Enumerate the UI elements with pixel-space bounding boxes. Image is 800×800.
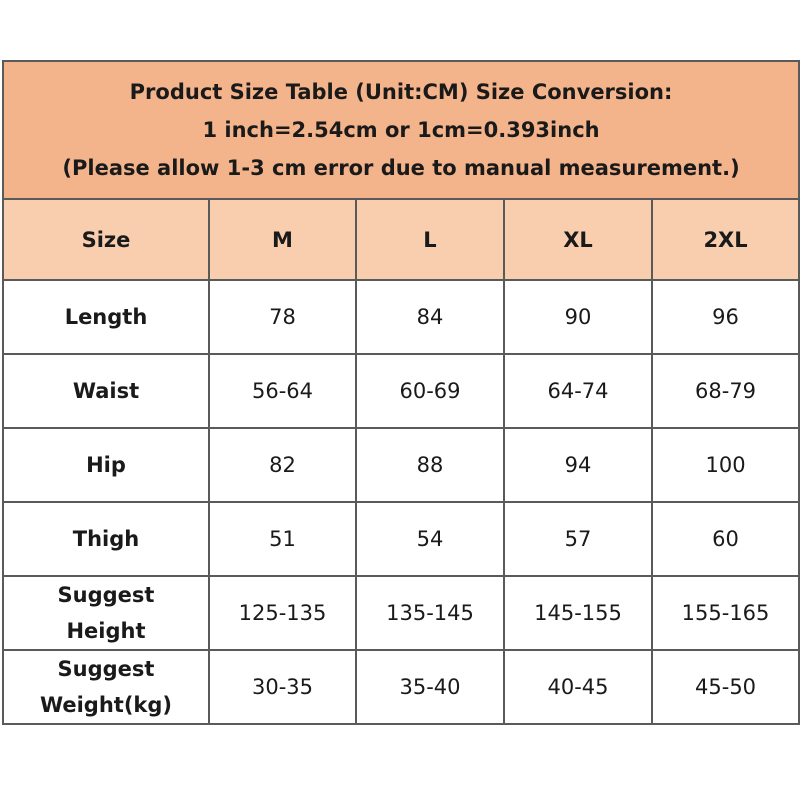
- column-header: Size: [2, 198, 210, 281]
- title-line: (Please allow 1-3 cm error due to manual…: [62, 156, 740, 180]
- value-cell: 155-165: [650, 575, 800, 651]
- value-cell: 96: [650, 279, 800, 355]
- row-label: Thigh: [72, 527, 140, 551]
- value-cell: 60: [650, 501, 800, 577]
- row-label-cell: Length: [2, 279, 210, 355]
- row-label-cell: Suggest Height: [2, 575, 210, 651]
- value-cell: 57: [503, 501, 653, 577]
- value-cell: 60-69: [355, 353, 505, 429]
- row-label: Suggest Height: [57, 583, 155, 643]
- row-label: Hip: [86, 453, 126, 477]
- size-table-container: Product Size Table (Unit:CM) Size Conver…: [1, 60, 800, 725]
- data-row: Suggest Weight(kg) 30-35 35-40 40-45 45-50: [2, 649, 800, 725]
- value-cell: 88: [355, 427, 505, 503]
- column-header: M: [208, 198, 357, 281]
- column-header: L: [355, 198, 505, 281]
- row-label-cell: Waist: [2, 353, 210, 429]
- value-cell: 45-50: [650, 649, 800, 725]
- row-label-cell: Suggest Weight(kg): [2, 649, 210, 725]
- value-cell: 82: [208, 427, 357, 503]
- table-body: Product Size Table (Unit:CM) Size Conver…: [1, 60, 800, 725]
- data-row: Suggest Height 125-135 135-145 145-155 155-1…: [2, 575, 800, 651]
- row-label-cell: Hip: [2, 427, 210, 503]
- row-label: Suggest Weight(kg): [39, 657, 173, 717]
- size-header-row: Size M L XL 2XL: [2, 198, 800, 281]
- value-cell: 68-79: [650, 353, 800, 429]
- value-cell: 40-45: [503, 649, 653, 725]
- value-cell: 125-135: [208, 575, 357, 651]
- title-line: Product Size Table (Unit:CM) Size Conver…: [129, 80, 673, 104]
- value-cell: 90: [503, 279, 653, 355]
- data-row: Length 78 84 90 96: [2, 279, 800, 355]
- value-cell: 30-35: [208, 649, 357, 725]
- title-row: Product Size Table (Unit:CM) Size Conver…: [1, 60, 800, 200]
- title-cell: Product Size Table (Unit:CM) Size Conver…: [1, 60, 800, 200]
- value-cell: 84: [355, 279, 505, 355]
- value-cell: 145-155: [503, 575, 653, 651]
- column-header: 2XL: [650, 198, 800, 281]
- value-cell: 51: [208, 501, 357, 577]
- value-cell: 94: [503, 427, 653, 503]
- value-cell: 35-40: [355, 649, 505, 725]
- title-line: 1 inch=2.54cm or 1cm=0.393inch: [202, 118, 600, 142]
- size-table: Product Size Table (Unit:CM) Size Conver…: [1, 60, 800, 725]
- data-row: Thigh 51 54 57 60: [2, 501, 800, 577]
- value-cell: 64-74: [503, 353, 653, 429]
- data-row: Waist 56-64 60-69 64-74 68-79: [2, 353, 800, 429]
- row-label-cell: Thigh: [2, 501, 210, 577]
- value-cell: 100: [650, 427, 800, 503]
- column-header: XL: [503, 198, 653, 281]
- row-label: Waist: [72, 379, 140, 403]
- row-label: Length: [64, 305, 148, 329]
- value-cell: 54: [355, 501, 505, 577]
- value-cell: 56-64: [208, 353, 357, 429]
- value-cell: 135-145: [355, 575, 505, 651]
- data-row: Hip 82 88 94 100: [2, 427, 800, 503]
- value-cell: 78: [208, 279, 357, 355]
